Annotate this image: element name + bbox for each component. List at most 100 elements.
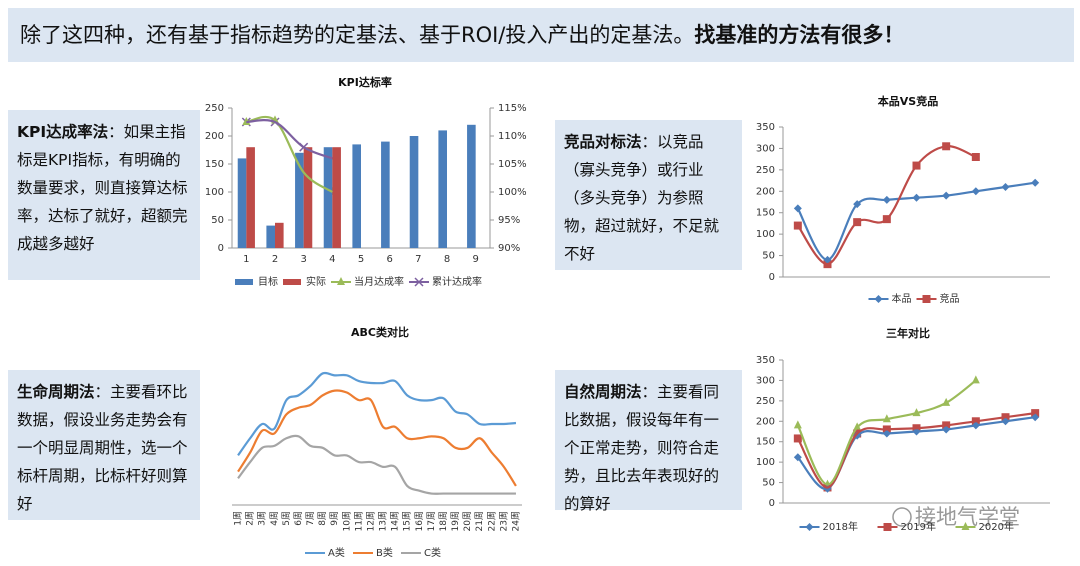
y-tick-label: 50 [211,215,224,226]
legend-swatch [235,279,253,285]
chart-title: KPI达标率 [338,75,392,89]
y-tick-label: 100 [205,187,224,198]
x-tick-label: 23周 [498,511,509,531]
bar [438,130,447,248]
y2-tick-label: 110% [498,131,527,142]
legend-label: 本品 [892,292,912,305]
bar [467,124,476,248]
y-tick-label: 200 [205,131,224,142]
y-tick-label: 200 [756,416,775,427]
x-tick-label: 13周 [378,511,389,531]
chart: KPI达标率 0 50 100 150 200 250 90% 95% 100% 105% 110% 1… [205,75,527,288]
chart-title: 本品VS竞品 [878,94,938,108]
legend-label: C类 [424,546,441,559]
note-text: ：主要看同比数据，假设每年有一个正常走势，则符合走势，且比去年表现好的的算好 [564,383,720,513]
x-tick-label: 12周 [365,511,376,531]
legend-swatch [283,279,301,285]
chart: 本品VS竞品 0 50 100 150 200 250 300 350 本品 竞品 [756,94,1050,305]
x-tick-label: 1周 [233,511,244,526]
note-text: ：如果主指标是KPI指标，有明确的数量要求，则直接算达标率，达标了就好，超额完成… [17,123,188,253]
x-tick-label: 6周 [293,511,304,526]
chart: 三年对比 0 50 100 150 200 250 300 350 2018年 2019年 2020年 [756,326,1050,533]
x-tick-label: 9周 [329,511,340,526]
x-tick-label: 18周 [438,511,449,531]
legend-label: 目标 [258,276,278,288]
x-tick-label: 3周 [257,511,268,526]
x-tick-label: 15周 [402,511,413,531]
line [237,434,516,495]
x-tick-label: 8 [444,254,450,265]
note-text: ：以竞品（寡头竞争）或行业（多头竞争）为参照物，超过就好，不足就不好 [564,133,720,263]
line [237,371,517,457]
legend-label: 累计达成率 [432,275,482,288]
line [796,181,1036,261]
x-tick-label: 14周 [390,511,401,531]
note-label: 自然周期法 [564,383,642,401]
bar [295,152,304,248]
y-tick-label: 150 [205,159,224,170]
legend-label: 2018年 [823,520,858,533]
x-tick-label: 7周 [305,511,316,526]
legend-label: A类 [328,546,345,559]
note: 自然周期法：主要看同比数据，假设每年有一个正常走势，则符合走势，且比去年表现好的… [555,370,742,513]
y2-tick-label: 95% [498,215,520,226]
y-tick-label: 350 [756,355,775,366]
y2-tick-label: 105% [498,159,527,170]
y-tick-label: 300 [756,375,775,386]
header: 除了这四种，还有基于指标趋势的定基法、基于ROI/投入产出的定基法。找基准的方法… [8,8,1074,62]
y-tick-label: 200 [756,186,775,197]
chart-title: ABC类对比 [351,325,409,339]
x-tick-label: 5周 [281,511,292,526]
line [796,145,977,266]
line [796,379,977,486]
note: 生命周期法：主要看环比数据，假设业务走势会有一个明显周期性，选一个标杆周期，比标… [8,370,200,520]
x-tick-label: 16周 [414,511,425,531]
x-tick-label: 7 [415,254,421,265]
y-tick-label: 350 [756,122,775,133]
bar [266,225,275,248]
legend-label: 当月达成率 [354,275,404,288]
x-tick-label: 22周 [486,511,497,531]
y-tick-label: 150 [756,437,775,448]
y-tick-label: 300 [756,143,775,154]
note-label: KPI达成率法 [17,123,109,141]
y-tick-label: 50 [762,251,775,262]
x-tick-label: 4周 [269,511,280,526]
y-tick-label: 250 [205,103,224,114]
note: KPI达成率法：如果主指标是KPI指标，有明确的数量要求，则直接算达标率，达标了… [8,110,200,280]
bar [332,147,341,248]
bar [352,144,361,248]
legend-label: 竞品 [940,292,960,305]
line [237,389,517,487]
y2-tick-label: 100% [498,187,527,198]
x-tick-label: 4 [329,254,335,265]
watermark-icon [892,507,912,527]
x-tick-label: 10周 [341,511,352,531]
note: 竞品对标法：以竞品（寡头竞争）或行业（多头竞争）为参照物，超过就好，不足就不好 [555,120,742,270]
x-tick-label: 5 [358,254,364,265]
x-tick-label: 19周 [450,511,461,531]
watermark: 接地气学堂 [915,505,1020,529]
header-emphasis: 找基准的方法有很多！ [694,23,905,47]
y-tick-label: 150 [756,208,775,219]
legend-label: 2019年 [901,520,936,533]
y-tick-label: 0 [769,498,775,509]
x-tick-label: 21周 [474,511,485,531]
note-label: 竞品对标法 [564,133,642,151]
bar [381,141,390,248]
legend-label: 实际 [306,275,326,288]
x-tick-label: 3 [300,254,306,265]
chart-title: 三年对比 [886,326,930,340]
x-tick-label: 9 [472,254,478,265]
bar [409,136,419,248]
y-tick-label: 250 [756,165,775,176]
x-tick-label: 17周 [426,511,437,531]
header-text: 除了这四种，还有基于指标趋势的定基法、基于ROI/投入产出的定基法。 [20,23,695,47]
note-label: 生命周期法 [17,383,95,401]
chart-layer: KPI达标率05010015020025090%95%100%105%110%1… [205,75,1050,559]
y-tick-label: 250 [756,396,775,407]
bar [246,147,255,248]
x-tick-label: 2周 [245,511,256,526]
